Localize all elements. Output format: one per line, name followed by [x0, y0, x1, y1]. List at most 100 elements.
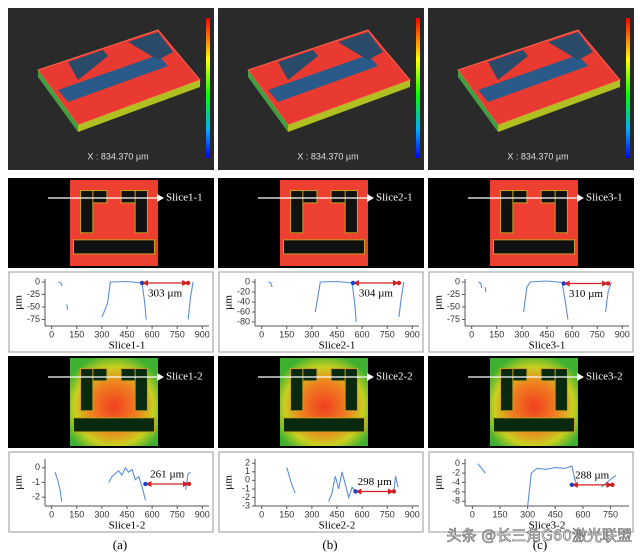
- cutout: [73, 417, 155, 433]
- y-axis-label: µm: [13, 475, 25, 490]
- arrow-head: [387, 488, 394, 495]
- cutout: [73, 239, 155, 255]
- profile-line: [478, 280, 612, 320]
- x-tick-label: 150: [489, 329, 504, 339]
- x-tick-label: 900: [195, 509, 210, 519]
- view3d-x-axis: X : 834.370 µm: [507, 151, 568, 161]
- profile-line: [286, 467, 399, 502]
- arrow-head: [602, 280, 609, 287]
- y-tick-label: -75: [447, 314, 460, 324]
- recess: [338, 32, 383, 60]
- recess: [548, 32, 593, 60]
- annotation: 298 µm: [358, 476, 393, 488]
- annotation: 261 µm: [150, 469, 185, 481]
- x-axis-label: Slice2-1: [319, 340, 356, 352]
- x-tick-label: 750: [590, 329, 605, 339]
- x-tick-label: 900: [195, 329, 210, 339]
- y-tick-label: -8: [452, 496, 460, 506]
- y-tick-label: -25: [27, 289, 40, 299]
- x-tick-label: 750: [380, 329, 395, 339]
- platform-side: [78, 80, 200, 132]
- cutout: [554, 368, 568, 412]
- end-dot: [605, 281, 611, 286]
- recess: [58, 55, 168, 102]
- platform-side: [458, 70, 498, 132]
- cutout: [554, 190, 568, 234]
- y-tick-label: -20: [237, 286, 250, 296]
- colorbar: [206, 18, 210, 158]
- slice-arrow: [367, 373, 374, 381]
- y-tick-label: -40: [237, 296, 250, 306]
- arrow-head: [145, 480, 152, 487]
- cutout: [134, 190, 148, 234]
- y-tick-label: 0: [245, 475, 250, 485]
- y-tick-label: -25: [447, 289, 460, 299]
- arrow-head: [571, 481, 578, 488]
- annotation: 303 µm: [148, 288, 183, 300]
- slice-label: Slice3-1: [586, 192, 623, 204]
- view3d-x-axis: X : 834.370 µm: [87, 151, 148, 161]
- slice-label: Slice2-1: [376, 192, 413, 204]
- arrow-head: [142, 280, 149, 286]
- y-tick-label: -6: [452, 486, 460, 496]
- x-tick-label: 300: [304, 509, 319, 519]
- y-axis-label: µm: [223, 295, 235, 310]
- end-dot: [391, 489, 397, 494]
- x-tick-label: 300: [304, 329, 319, 339]
- cutout: [134, 368, 148, 412]
- x-tick-label: 150: [69, 329, 84, 339]
- cutout: [80, 190, 94, 234]
- cutout: [283, 417, 365, 433]
- slice-label: Slice2-2: [376, 371, 413, 383]
- y-tick-label: -2: [452, 467, 460, 477]
- recess: [478, 55, 588, 102]
- y-tick-label: -4: [452, 477, 460, 487]
- plot-frame: [8, 271, 214, 353]
- x-tick-label: 0: [259, 509, 264, 519]
- profile-line: [268, 280, 405, 323]
- cutout: [290, 190, 304, 234]
- view3d-x-axis: X : 834.370 µm: [297, 151, 358, 161]
- end-dot: [610, 482, 615, 488]
- cutout: [290, 368, 304, 412]
- slice-arrow: [577, 373, 584, 381]
- x-tick-label: 750: [603, 509, 618, 519]
- y-tick-label: -1: [242, 483, 250, 493]
- x-tick-label: 900: [405, 329, 420, 339]
- x-tick-label: 450: [548, 509, 563, 519]
- end-dot: [569, 482, 575, 488]
- x-axis-label: Slice1-1: [109, 340, 146, 352]
- watermark: 头条 @长三角G60激光联盟: [447, 527, 632, 545]
- platform-side: [288, 80, 410, 132]
- y-tick-label: 1: [245, 466, 250, 476]
- x-axis-label: Slice3-2: [529, 520, 566, 532]
- cutout: [344, 190, 358, 234]
- plot-frame: [218, 451, 424, 533]
- cutout: [493, 417, 575, 433]
- y-axis-label: µm: [223, 475, 235, 490]
- y-tick-label: 0: [245, 276, 250, 286]
- end-dot: [186, 481, 192, 487]
- end-dot: [143, 481, 148, 487]
- recess: [68, 50, 108, 80]
- x-tick-label: 300: [520, 509, 535, 519]
- panel-label: (b): [322, 537, 337, 552]
- x-axis-label: Slice1-2: [109, 520, 146, 532]
- x-tick-label: 150: [492, 509, 507, 519]
- slice-arrow: [577, 194, 584, 202]
- y-tick-label: -80: [237, 316, 250, 326]
- plot-frame: [428, 271, 634, 353]
- colorbar: [416, 18, 420, 158]
- x-tick-label: 600: [145, 329, 160, 339]
- x-tick-label: 900: [615, 329, 630, 339]
- x-tick-label: 750: [170, 509, 185, 519]
- cutout: [344, 368, 358, 412]
- end-dot: [353, 489, 358, 494]
- y-tick-label: -60: [237, 306, 250, 316]
- plot-frame: [8, 451, 214, 533]
- x-tick-label: 600: [565, 329, 580, 339]
- x-tick-label: 600: [145, 509, 160, 519]
- end-dot: [139, 280, 145, 286]
- platform-side: [498, 80, 620, 132]
